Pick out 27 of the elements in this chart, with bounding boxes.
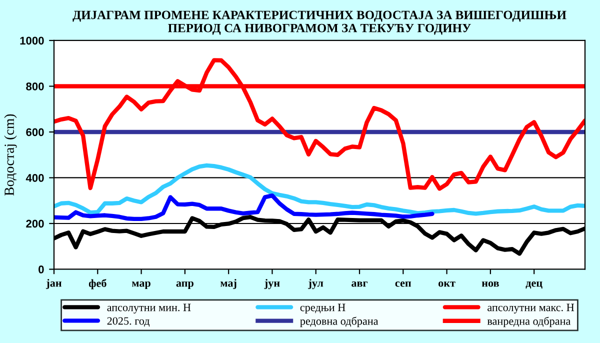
- x-tick-label: авг: [352, 281, 368, 287]
- x-tick-label: дец: [526, 281, 542, 289]
- line-series: [54, 194, 434, 222]
- y-tick-label: 400: [26, 174, 44, 182]
- y-tick-label: 200: [26, 220, 44, 228]
- chart-title: ДИЈАГРАМ ПРОМЕНЕ КАРАКТЕРИСТИЧНИХ ВОДОСТАЈА ЗА ВИШЕГОДИШЊИ ПЕРИОД СА НИВОГРАМОМ ЗА ТЕКУЋУ ГОДИНУ: [72, 10, 566, 35]
- x-tick-label: јун: [264, 278, 280, 290]
- y-tick-label: 800: [26, 82, 44, 90]
- x-tick-label: мар: [132, 281, 150, 290]
- x-tick-label: окт: [438, 281, 456, 287]
- y-tick-label: 600: [26, 128, 44, 136]
- y-tick-label: 1000: [20, 36, 44, 45]
- x-tick-label: нов: [482, 281, 499, 287]
- x-tick-label: сеп: [395, 281, 412, 287]
- x-tick-label: јул: [308, 278, 324, 290]
- x-tick-label: апр: [176, 281, 194, 290]
- x-tick-label: феб: [88, 278, 106, 290]
- x-tick-label: јан: [46, 278, 62, 290]
- legend-label: редовна одбрана: [300, 316, 378, 328]
- legend-label: ванредна одбрана: [487, 316, 571, 328]
- legend-label: апсолутни мин. H: [107, 304, 191, 314]
- x-tick-label: мај: [220, 278, 236, 290]
- y-axis-title: Водостај (cm): [4, 114, 17, 196]
- legend-label: средњи H: [300, 304, 346, 314]
- legend-label: 2025. год: [107, 317, 150, 327]
- y-tick-label: 0: [38, 266, 44, 274]
- legend-label: апсолутни макс. H: [488, 304, 574, 314]
